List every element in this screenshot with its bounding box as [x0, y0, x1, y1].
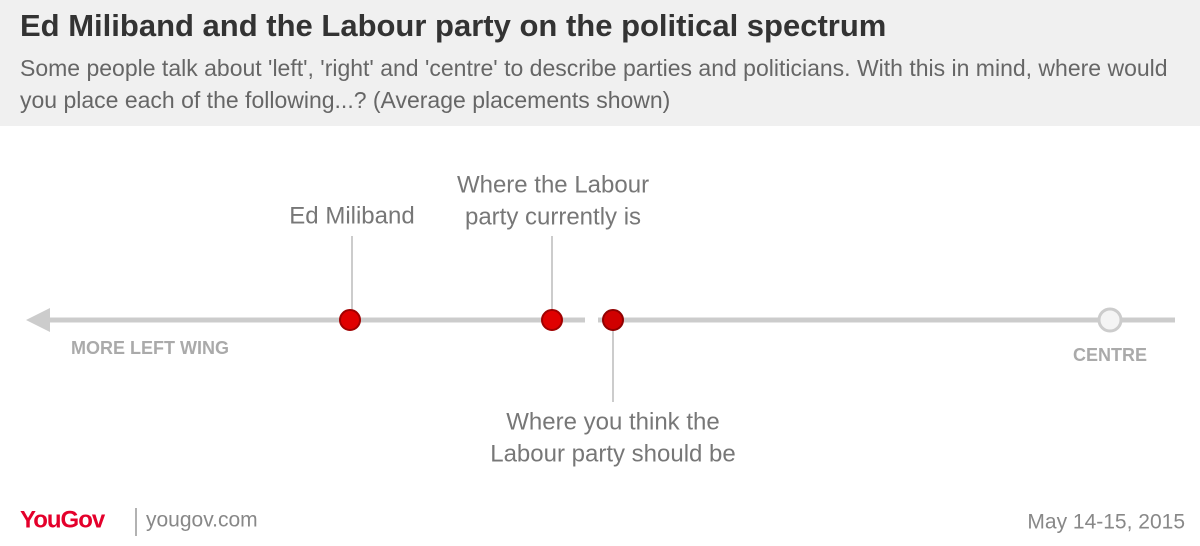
header: Ed Miliband and the Labour party on the … — [0, 0, 1200, 126]
dot — [541, 309, 563, 331]
dot — [339, 309, 361, 331]
brand: YouGov — [20, 506, 106, 533]
node-label: Where you think the — [506, 408, 719, 435]
title: Ed Miliband and the Labour party on the … — [20, 8, 887, 43]
node-label: Labour party should be — [490, 440, 736, 467]
left-label: MORE LEFT WING — [71, 338, 229, 358]
right-label: CENTRE — [1073, 345, 1147, 365]
node-label: party currently is — [465, 203, 641, 230]
centre-dot — [1097, 307, 1123, 333]
site: yougov.com — [146, 509, 258, 532]
arrow-head — [26, 308, 50, 332]
dot — [602, 309, 624, 331]
node-label: Where the Labour — [457, 171, 649, 198]
date: May 14-15, 2015 — [1027, 511, 1185, 534]
node-label: Ed Miliband — [289, 202, 414, 229]
subtitle: Some people talk about 'left', 'right' a… — [20, 55, 1168, 113]
